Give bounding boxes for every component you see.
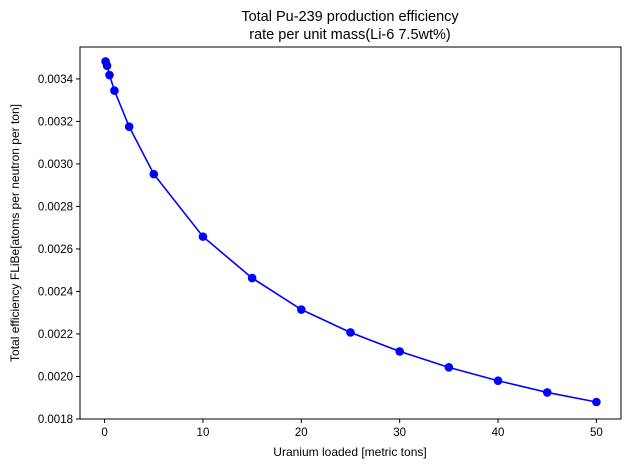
y-tick-label: 0.0018 (38, 414, 73, 426)
x-tick-label: 50 (590, 427, 603, 439)
x-tick-label: 30 (393, 427, 406, 439)
data-point (102, 61, 112, 71)
series-line (104, 61, 597, 403)
data-point (346, 328, 355, 337)
data-point (198, 232, 208, 241)
data-point (149, 169, 159, 179)
y-tick-label: 0.0028 (38, 201, 73, 213)
y-tick-label: 0.0034 (38, 74, 74, 86)
y-tick-label: 0.0022 (38, 329, 73, 341)
x-tick-label: 40 (492, 427, 505, 439)
x-axis-label: Uranium loaded [metric tons] (273, 445, 426, 459)
y-tick-label: 0.0032 (38, 116, 73, 128)
y-tick-label: 0.0020 (38, 371, 73, 383)
data-point (493, 376, 503, 386)
x-tick-label: 10 (197, 427, 210, 439)
data-point (444, 363, 454, 372)
chart-title-line-1: Total Pu-239 production efficiency (241, 9, 459, 25)
plot-area (79, 46, 622, 420)
data-point (105, 70, 114, 80)
data-point (124, 122, 134, 132)
x-axis: 0 10 20 30 40 50 (101, 419, 603, 439)
data-point (247, 273, 257, 283)
y-tick-label: 0.0030 (38, 159, 73, 171)
chart-title-line-2: rate per unit mass(Li-6 7.5wt%) (249, 27, 450, 43)
y-axis: 0.0018 0.0020 0.0022 0.0024 0.0026 0.0028 0.00… (38, 74, 80, 426)
data-point (110, 86, 119, 95)
x-tick-label: 0 (101, 427, 107, 439)
x-tick-label: 20 (295, 427, 308, 439)
series-layer (101, 57, 601, 407)
chart-title: Total Pu-239 production efficiency rate … (241, 9, 459, 43)
y-tick-label: 0.0026 (38, 244, 73, 256)
data-point (592, 397, 601, 407)
data-point (297, 305, 306, 314)
data-point (395, 347, 404, 356)
y-axis-label: Total efficiency FLiBe[atoms per neutron… (8, 104, 22, 362)
data-point (542, 388, 552, 397)
y-tick-label: 0.0024 (38, 286, 74, 298)
